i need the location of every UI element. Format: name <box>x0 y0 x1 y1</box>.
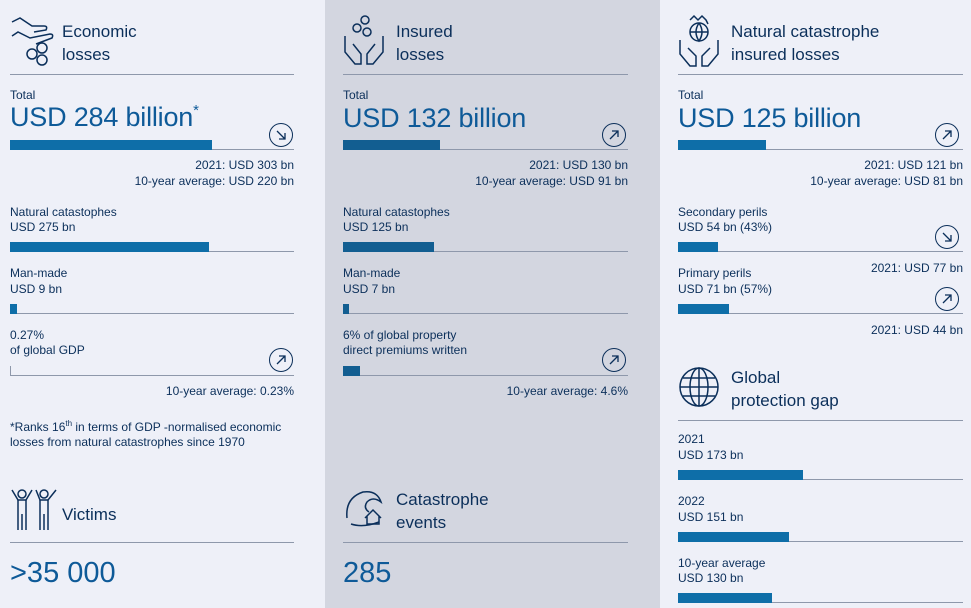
arrow-down-right-icon[interactable] <box>269 123 293 147</box>
total-label: Total <box>343 88 369 102</box>
premiums-bar <box>343 366 628 376</box>
bar-fill <box>10 304 18 314</box>
man-made-bar <box>10 304 294 314</box>
hands-globe-icon <box>678 14 720 70</box>
total-bar <box>678 140 963 150</box>
bar-fill <box>678 140 767 150</box>
total-label: Total <box>678 88 704 102</box>
gap-average-label: 10-year average <box>678 556 766 570</box>
arrow-up-right-icon[interactable] <box>269 348 293 372</box>
arrow-up-right-icon[interactable] <box>935 287 959 311</box>
wave-house-icon <box>343 488 385 530</box>
nat-cat-bar <box>10 242 294 252</box>
primary-perils-value: USD 71 bn (57%) <box>678 282 773 296</box>
man-made-label: Man-made <box>343 266 401 280</box>
gdp-value: 0.27% <box>10 328 45 342</box>
bar-fill <box>343 304 349 314</box>
total-value: USD 284 billion* <box>10 102 199 132</box>
footnote: *Ranks 16th in terms of GDP -normalised … <box>10 419 282 449</box>
secondary-perils-value: USD 54 bn (43%) <box>678 220 773 234</box>
hands-coins-icon <box>343 14 385 68</box>
total-value: USD 125 billion <box>678 103 862 133</box>
divider <box>678 420 963 421</box>
bar-fill <box>10 242 209 252</box>
divider <box>678 74 963 75</box>
prev-year-value: 2021: USD 303 bn <box>195 158 294 172</box>
natcat-column: Natural catastrophe insured losses Total… <box>660 0 971 608</box>
ten-year-average: 10-year average: USD 81 bn <box>810 174 963 188</box>
gap-title: Global protection gap <box>731 368 839 410</box>
gdp-bar <box>10 366 294 376</box>
nat-cat-label: Natural catastophes <box>10 205 117 219</box>
gdp-label: of global GDP <box>10 343 85 357</box>
arrow-up-right-icon[interactable] <box>602 123 626 147</box>
bar-fill <box>678 304 730 314</box>
primary-perils-bar <box>678 304 963 314</box>
nat-cat-value: USD 125 bn <box>343 220 409 234</box>
secondary-perils-label: Secondary perils <box>678 205 768 219</box>
bar-fill <box>678 532 790 542</box>
insured-losses-column: Insured losses Total USD 132 billion 202… <box>325 0 660 608</box>
arrow-up-right-icon[interactable] <box>935 123 959 147</box>
victims-title: Victims <box>62 505 117 524</box>
man-made-label: Man-made <box>10 266 68 280</box>
premiums-ten-year-average: 10-year average: 4.6% <box>506 384 628 398</box>
gap-2021-value: USD 173 bn <box>678 448 744 462</box>
gap-2022-label: 2022 <box>678 494 705 508</box>
gap-2022-bar <box>678 532 963 542</box>
insured-title: Insured losses <box>396 22 453 64</box>
total-bar <box>343 140 628 150</box>
secondary-perils-bar <box>678 242 963 252</box>
gap-2022-value: USD 151 bn <box>678 510 744 524</box>
gap-average-bar <box>678 593 963 603</box>
arrow-down-right-icon[interactable] <box>935 225 959 249</box>
man-made-value: USD 7 bn <box>343 282 396 296</box>
divider <box>343 74 628 75</box>
events-title: Catastrophe events <box>396 490 489 532</box>
gap-2021-label: 2021 <box>678 432 705 446</box>
bar-fill <box>678 593 773 603</box>
premiums-label: 6% of global property direct premiums wr… <box>343 328 468 357</box>
ten-year-average: 10-year average: USD 91 bn <box>475 174 628 188</box>
people-icon <box>10 486 58 532</box>
nat-cat-bar <box>343 242 628 252</box>
bar-fill <box>678 242 718 252</box>
divider <box>343 542 628 543</box>
victims-value: >35 000 <box>10 557 116 589</box>
prev-year-value: 2021: USD 130 bn <box>529 158 628 172</box>
divider <box>10 542 294 543</box>
economic-title: Economic losses <box>62 22 137 64</box>
total-value: USD 132 billion <box>343 103 527 133</box>
total-label: Total <box>10 88 36 102</box>
primary-perils-prev: 2021: USD 44 bn <box>870 323 963 337</box>
nat-cat-value: USD 275 bn <box>10 220 76 234</box>
man-made-bar <box>343 304 628 314</box>
gap-2021-bar <box>678 470 963 480</box>
ten-year-average: 10-year average: USD 220 bn <box>134 174 294 188</box>
bar-fill <box>678 470 804 480</box>
divider <box>10 74 294 75</box>
bar-fill <box>343 140 440 150</box>
hand-coins-icon <box>10 14 56 70</box>
bar-fill <box>343 242 435 252</box>
economic-losses-column: Economic losses Total USD 284 billion* 2… <box>0 0 325 608</box>
gap-average-value: USD 130 bn <box>678 571 744 585</box>
primary-perils-label: Primary perils <box>678 266 752 280</box>
secondary-perils-prev: 2021: USD 77 bn <box>870 261 963 275</box>
total-bar <box>10 140 294 150</box>
arrow-up-right-icon[interactable] <box>602 348 626 372</box>
gdp-ten-year-average: 10-year average: 0.23% <box>165 384 294 398</box>
prev-year-value: 2021: USD 121 bn <box>864 158 963 172</box>
globe-icon <box>678 366 720 408</box>
man-made-value: USD 9 bn <box>10 282 63 296</box>
natcat-title: Natural catastrophe insured losses <box>731 22 880 64</box>
nat-cat-label: Natural catastophes <box>343 205 450 219</box>
bar-fill <box>343 366 361 376</box>
bar-fill <box>10 140 212 150</box>
events-value: 285 <box>343 557 392 589</box>
